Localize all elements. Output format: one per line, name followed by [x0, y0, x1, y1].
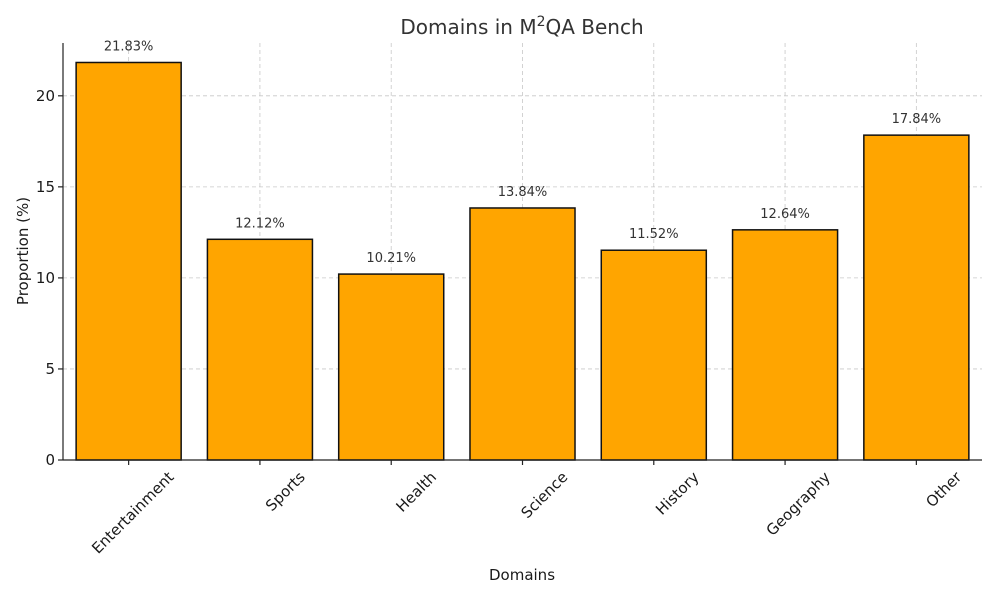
chart-title-superscript: 2	[537, 14, 546, 30]
x-tick-label-other: Other	[922, 468, 965, 511]
y-tick-label: 10	[36, 269, 55, 287]
bar-geography	[731, 229, 839, 461]
chart-title-suffix: QA Bench	[546, 15, 644, 39]
data-label-entertainment: 21.83%	[104, 39, 154, 54]
data-label-science: 13.84%	[498, 185, 548, 200]
bar-other	[863, 134, 970, 461]
data-label-geography: 12.64%	[760, 207, 810, 222]
x-tick-label-health: Health	[392, 468, 440, 516]
y-tick-label: 0	[45, 451, 55, 469]
bar-science	[469, 207, 576, 461]
chart-title: Domains in M2QA Bench	[400, 14, 643, 39]
bar-entertainment	[75, 61, 182, 461]
y-tick-label: 5	[45, 360, 55, 378]
data-label-other: 17.84%	[892, 112, 942, 127]
bars-layer	[75, 61, 970, 461]
data-label-health: 10.21%	[366, 251, 416, 266]
x-tick-label-entertainment: Entertainment	[88, 468, 177, 557]
bar-history	[600, 249, 708, 461]
x-tick-label-history: History	[652, 468, 703, 519]
data-label-sports: 12.12%	[235, 216, 285, 231]
y-tick-label: 20	[36, 87, 55, 105]
x-axis-label: Domains	[489, 566, 555, 584]
bar-health	[337, 273, 445, 461]
x-tick-label-science: Science	[517, 468, 571, 522]
bar-sports	[206, 238, 314, 461]
x-tick-label-geography: Geography	[763, 468, 834, 539]
data-label-history: 11.52%	[629, 227, 679, 242]
y-axis-label: Proportion (%)	[14, 197, 32, 305]
y-tick-label: 15	[36, 178, 55, 196]
chart-title-main: Domains in M	[400, 15, 536, 39]
data-labels-layer: 21.83% 12.12% 10.21% 13.84% 11.52% 12.64% 17.8…	[104, 39, 941, 266]
x-tick-label-sports: Sports	[262, 468, 309, 515]
